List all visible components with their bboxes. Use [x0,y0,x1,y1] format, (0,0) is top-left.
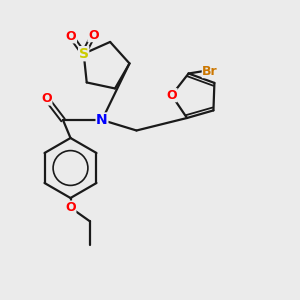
Text: O: O [65,201,76,214]
Text: O: O [41,92,52,105]
Text: O: O [88,28,99,42]
Text: O: O [66,30,76,43]
Text: N: N [96,113,108,127]
Text: S: S [79,47,89,61]
Text: Br: Br [202,64,218,78]
Text: O: O [166,89,177,102]
